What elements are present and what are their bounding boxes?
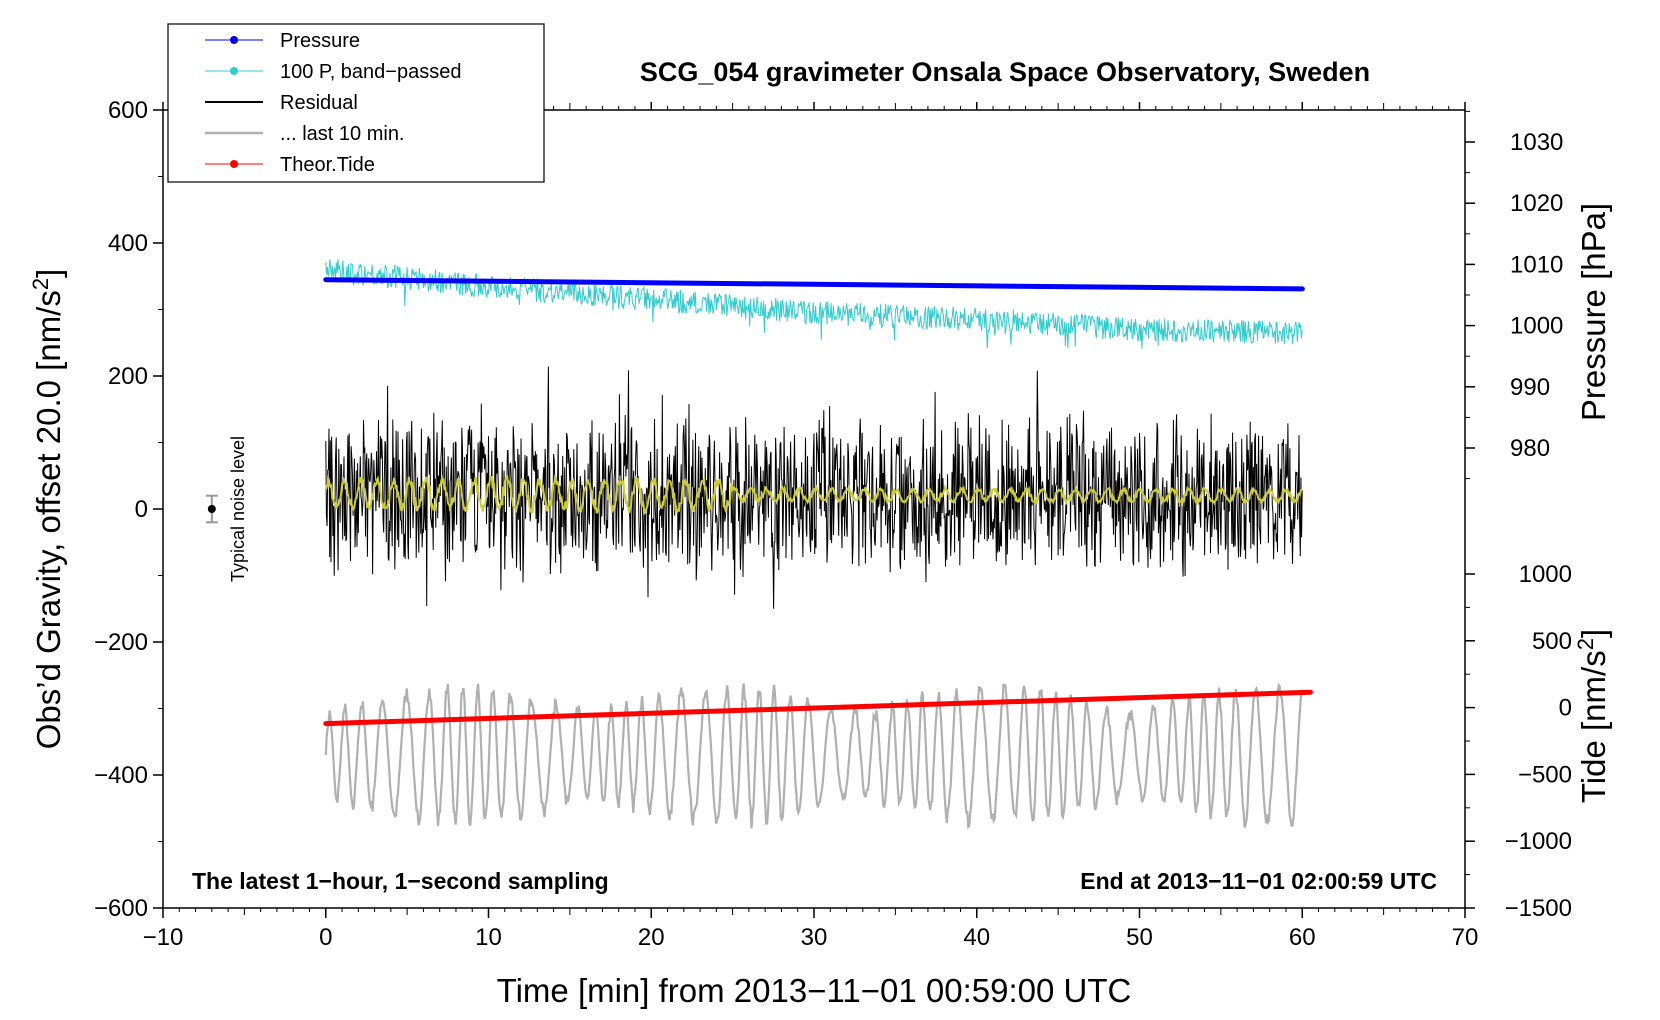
- series-band-passed: [325, 259, 1303, 349]
- y-main-label-prefix: Obs’d Gravity, offset 20.0 [nm/s: [30, 290, 67, 749]
- legend-label: Theor.Tide: [280, 154, 375, 176]
- pressure-tick-label: 1010: [1510, 251, 1563, 278]
- tide-tick-label: −500: [1518, 761, 1572, 788]
- y-main-label-sup: 2: [28, 278, 53, 290]
- y-tick-label: −400: [94, 762, 148, 789]
- axes-layer: −10 0 10 20 30 40 50 60 70−600−400−2000200400600…: [94, 97, 1572, 951]
- pressure-tick-label: 980: [1510, 435, 1550, 462]
- y-tick-label: 600: [108, 97, 148, 124]
- legend-marker: [230, 36, 238, 44]
- noise-level-text: Typical noise level: [228, 436, 248, 582]
- series-layer: [323, 259, 1313, 830]
- tide-tick-label: −1500: [1505, 895, 1572, 922]
- tide-tick-label: 0: [1559, 695, 1572, 722]
- legend: Pressure 100 P, band−passed Residual ... la…: [167, 23, 545, 183]
- noise-level-label: Typical noise level: [228, 436, 248, 582]
- pressure-tick-label: 1000: [1510, 313, 1563, 340]
- tide-label-prefix: Tide [nm/s: [1575, 650, 1612, 803]
- x-tick-label: 50: [1126, 924, 1153, 951]
- legend-marker: [230, 160, 238, 168]
- y-axis-label-main: Obs’d Gravity, offset 20.0 [nm/s2]: [28, 269, 67, 750]
- pressure-tick-label: 1030: [1510, 129, 1563, 156]
- y-axis-label-pressure: Pressure [hPa]: [1575, 203, 1612, 421]
- y-tick-label: 200: [108, 363, 148, 390]
- pressure-tick-label: 1020: [1510, 190, 1563, 217]
- x-tick-label: 10: [475, 924, 502, 951]
- y-tick-label: 0: [135, 496, 148, 523]
- x-tick-label: 40: [963, 924, 990, 951]
- legend-label: 100 P, band−passed: [280, 61, 461, 83]
- annotation-left: The latest 1−hour, 1−second sampling: [192, 868, 609, 894]
- series-theor-tide: [323, 689, 1313, 727]
- legend-label: Pressure: [280, 30, 360, 52]
- legend-label: ... last 10 min.: [280, 123, 405, 145]
- y-main-label-suffix: ]: [30, 269, 67, 278]
- tide-tick-label: 500: [1532, 628, 1572, 655]
- y-tick-label: −200: [94, 629, 148, 656]
- y-tick-label: 400: [108, 230, 148, 257]
- svg-text:Obs’d Gravity, offset 20.0 [nm: Obs’d Gravity, offset 20.0 [nm/s2]: [28, 269, 67, 750]
- annotation-right: End at 2013−11−01 02:00:59 UTC: [1080, 868, 1437, 894]
- x-tick-label: 60: [1289, 924, 1316, 951]
- y-tick-label: −600: [94, 895, 148, 922]
- tide-label-sup: 2: [1573, 638, 1598, 650]
- tide-tick-label: −1000: [1505, 828, 1572, 855]
- legend-label: Residual: [280, 92, 358, 114]
- series-smoothed-residual: [324, 474, 1303, 516]
- noise-marker-dot: [207, 505, 216, 513]
- x-tick-label: 70: [1452, 924, 1479, 951]
- legend-marker: [230, 67, 238, 75]
- series-residual: [325, 366, 1303, 609]
- x-tick-label: 0: [319, 924, 332, 951]
- x-axis-label: Time [min] from 2013−11−01 00:59:00 UTC: [497, 972, 1132, 1009]
- tide-tick-label: 1000: [1519, 561, 1572, 588]
- series-pressure: [323, 277, 1305, 292]
- pressure-tick-label: 990: [1510, 374, 1550, 401]
- series-last-10-min: [324, 682, 1303, 830]
- tide-label-suffix: ]: [1575, 629, 1612, 638]
- pressure-axis-label: Pressure [hPa]: [1575, 203, 1612, 421]
- y-axis-label-tide: Tide [nm/s2]: [1573, 629, 1612, 803]
- x-tick-label: 20: [638, 924, 665, 951]
- x-tick-label: 30: [801, 924, 828, 951]
- x-tick-label: −10: [143, 924, 184, 951]
- svg-text:Tide [nm/s2]: Tide [nm/s2]: [1573, 629, 1612, 803]
- chart-title: SCG_054 gravimeter Onsala Space Observat…: [640, 57, 1370, 87]
